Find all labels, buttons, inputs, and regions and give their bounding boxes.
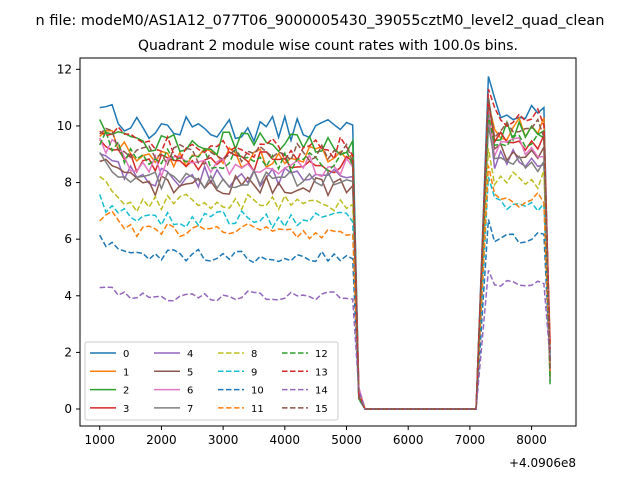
y-tick-label: 12 xyxy=(57,62,72,76)
legend-label-13: 13 xyxy=(315,367,328,378)
legend-label-11: 11 xyxy=(251,404,264,415)
legend-label-14: 14 xyxy=(315,386,328,397)
series-line-12 xyxy=(99,114,551,410)
y-tick-label: 0 xyxy=(64,402,72,416)
x-tick-label: 2000 xyxy=(146,433,177,447)
y-tick-label: 4 xyxy=(64,289,72,303)
x-tick-label: 4000 xyxy=(270,433,301,447)
legend-label-2: 2 xyxy=(123,386,129,397)
legend-label-7: 7 xyxy=(187,404,193,415)
x-tick-label: 6000 xyxy=(393,433,424,447)
legend-label-8: 8 xyxy=(251,349,257,360)
legend-label-4: 4 xyxy=(187,349,193,360)
x-tick-label: 3000 xyxy=(208,433,239,447)
series-line-4 xyxy=(99,111,551,410)
series-layer xyxy=(98,76,551,410)
legend-label-10: 10 xyxy=(251,386,264,397)
x-offset-label: +4.0906e8 xyxy=(509,456,576,470)
x-tick-label: 5000 xyxy=(331,433,362,447)
x-tick-label: 8000 xyxy=(516,433,547,447)
series-line-8 xyxy=(99,148,551,410)
series-line-10 xyxy=(99,219,551,410)
legend-label-1: 1 xyxy=(123,367,129,378)
series-line-14 xyxy=(99,270,551,410)
figure-suptitle: n file: modeM0/AS1A12_077T06_9000005430_… xyxy=(36,13,605,29)
legend-label-15: 15 xyxy=(315,404,328,415)
y-tick-label: 2 xyxy=(64,345,72,359)
legend-label-12: 12 xyxy=(315,349,328,360)
series-line-11 xyxy=(99,165,551,410)
legend-label-0: 0 xyxy=(123,349,129,360)
legend-box xyxy=(84,341,339,421)
series-line-13 xyxy=(99,88,551,410)
series-line-7 xyxy=(99,125,551,410)
series-line-0 xyxy=(99,76,551,410)
legend-label-6: 6 xyxy=(187,386,193,397)
series-line-15 xyxy=(99,97,551,410)
y-tick-label: 8 xyxy=(64,176,72,190)
legend-label-5: 5 xyxy=(187,367,193,378)
series-line-5 xyxy=(99,120,551,410)
chart-title: Quadrant 2 module wise count rates with … xyxy=(138,38,518,54)
legend-label-9: 9 xyxy=(251,367,257,378)
series-line-9 xyxy=(98,176,551,410)
x-tick-label: 7000 xyxy=(455,433,486,447)
legend-label-3: 3 xyxy=(123,404,129,415)
x-tick-label: 1000 xyxy=(84,433,115,447)
plot-frame xyxy=(79,57,577,427)
ticks-layer: 1000 2000 3000 4000 5000 6000 7000 800002468101… xyxy=(57,62,547,447)
y-tick-label: 6 xyxy=(64,232,72,246)
y-tick-label: 10 xyxy=(57,119,72,133)
